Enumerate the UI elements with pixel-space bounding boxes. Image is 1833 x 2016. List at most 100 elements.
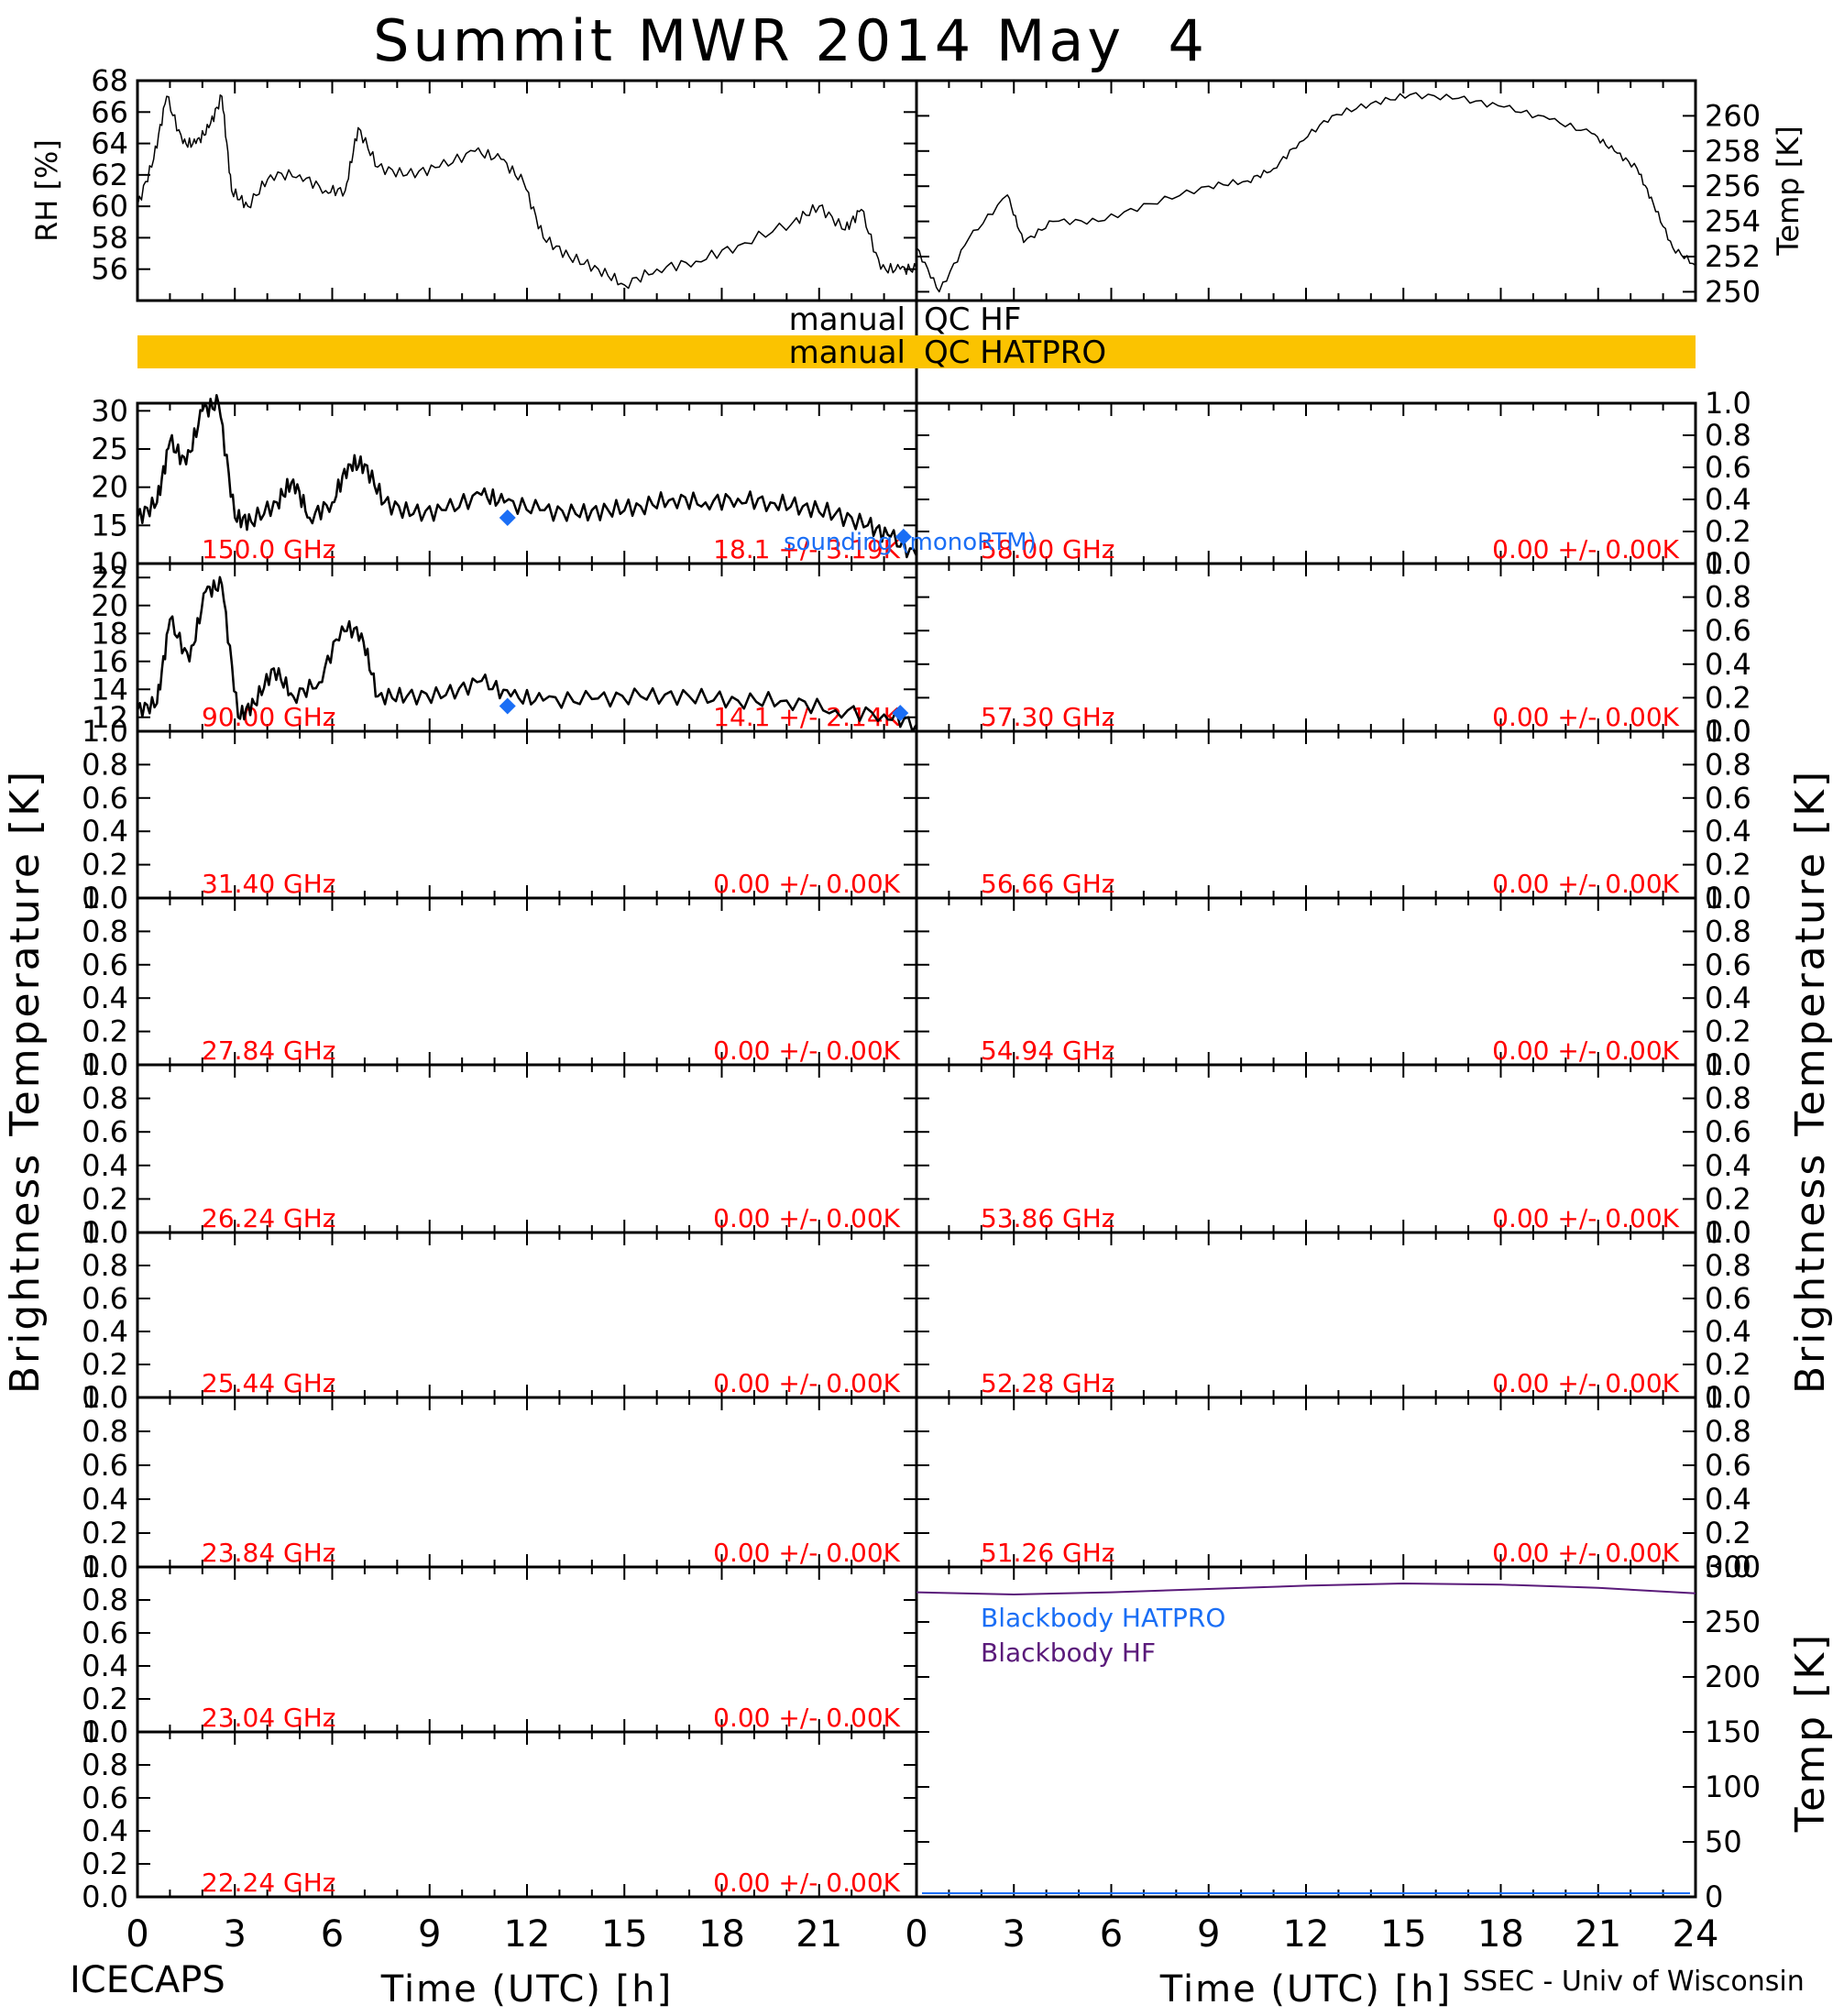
tb-56-stats-label: 0.00 +/- 0.00K [1492, 869, 1679, 899]
tb-27-y-tick-label: 0.8 [82, 914, 128, 948]
tb-150-sounding-point [499, 509, 516, 526]
tb-23-04-y-tick-label: 0.0 [82, 1715, 128, 1749]
footer-right: SSEC - Univ of Wisconsin [1463, 1966, 1805, 1998]
tb-23-84-y-tick-label: 1.0 [82, 1380, 128, 1415]
tb-53-y-tick-label: 0.8 [1705, 1081, 1751, 1116]
tb-26-channel-label: 26.24 GHz [202, 1203, 336, 1233]
tb-58-y-tick-label: 1.0 [1705, 386, 1751, 421]
qc-hf-label-left: manual [789, 301, 906, 338]
tb-57-y-tick-label: 0.0 [1705, 714, 1751, 749]
tb-54-y-tick-label: 0.0 [1705, 1047, 1751, 1082]
tb-23-84-y-tick-label: 0.6 [82, 1448, 128, 1483]
tb-150-series-line [136, 393, 918, 559]
left-x-tick-label: 18 [698, 1913, 745, 1956]
tb-26-y-tick-label: 1.0 [82, 1047, 128, 1082]
blackbody-y-tick-label: 200 [1705, 1660, 1761, 1694]
tb-22-channel-label: 22.24 GHz [202, 1868, 336, 1898]
tb-57-y-tick-label: 0.6 [1705, 613, 1751, 648]
tb-22-y-tick-label: 0.8 [82, 1748, 128, 1782]
tb-56-y-tick-label: 0.4 [1705, 814, 1751, 849]
tb-57-channel-label: 57.30 GHz [981, 702, 1115, 732]
tb-52-channel-label: 52.28 GHz [981, 1368, 1115, 1398]
tb-58-channel-label: 58.00 GHz [981, 534, 1115, 564]
tb-25-y-tick-label: 1.0 [82, 1215, 128, 1250]
tb-26-stats-label: 0.00 +/- 0.00K [713, 1203, 900, 1233]
tb-23-04-channel-label: 23.04 GHz [202, 1703, 336, 1733]
qc-hf-label-right: QC HF [924, 301, 1021, 338]
tb-150-y-tick-label: 10 [91, 546, 128, 581]
tb-31-y-tick-label: 0.8 [82, 747, 128, 782]
tb-90-series-line [136, 575, 918, 733]
right-x-tick-label: 15 [1380, 1913, 1427, 1956]
tb-31-stats-label: 0.00 +/- 0.00K [713, 869, 900, 899]
tb-25-y-tick-label: 0.6 [82, 1281, 128, 1316]
tb-54-y-tick-label: 1.0 [1705, 881, 1751, 915]
page-title: Summit MWR 2014 May 4 [373, 7, 1208, 74]
tb-51-stats-label: 0.00 +/- 0.00K [1492, 1538, 1679, 1568]
tb-53-channel-label: 53.86 GHz [981, 1203, 1115, 1233]
qc-hatpro-label-left: manual [789, 334, 906, 371]
tb-54-y-tick-label: 0.8 [1705, 914, 1751, 948]
tb-26-y-tick-label: 0.6 [82, 1114, 128, 1149]
tb-58-y-tick-label: 0.4 [1705, 482, 1751, 517]
tb-31-y-tick-label: 0.0 [82, 881, 128, 915]
tb-31-y-tick-label: 0.2 [82, 848, 128, 882]
rh-y-tick-label: 68 [91, 63, 128, 98]
tb-53-y-tick-label: 0.4 [1705, 1148, 1751, 1183]
temp-y-tick-label: 256 [1705, 169, 1761, 203]
tb-51-y-tick-label: 0.0 [1705, 1550, 1751, 1584]
tb-27-y-tick-label: 0.4 [82, 981, 128, 1015]
tb-57-y-tick-label: 0.8 [1705, 580, 1751, 615]
tb-23-84-y-tick-label: 0.2 [82, 1516, 128, 1550]
tb-23-04-y-tick-label: 0.8 [82, 1583, 128, 1617]
temp-y-tick-label: 252 [1705, 239, 1761, 274]
temp-series-line [916, 92, 1696, 293]
tb-23-84-y-tick-label: 0.0 [82, 1550, 128, 1584]
qc-hatpro-bar [137, 335, 1696, 368]
tb-53-y-tick-label: 1.0 [1705, 1047, 1751, 1082]
right-x-tick-label: 12 [1283, 1913, 1330, 1956]
tb-22-y-tick-label: 0.4 [82, 1813, 128, 1848]
blackbody-y-tick-label: 300 [1705, 1550, 1761, 1584]
blackbody-series-line [916, 1583, 1696, 1595]
tb-51-y-tick-label: 0.8 [1705, 1414, 1751, 1449]
left-x-axis-label: Time (UTC) [h] [380, 1968, 673, 2011]
tb-26-y-tick-label: 0.4 [82, 1148, 128, 1183]
rh-y-tick-label: 58 [91, 220, 128, 255]
tb-27-channel-label: 27.84 GHz [202, 1035, 336, 1066]
tb-26-y-tick-label: 0.0 [82, 1215, 128, 1250]
right-x-tick-label: 24 [1673, 1913, 1719, 1956]
tb-90-y-tick-label: 20 [91, 588, 128, 623]
tb-23-04-y-tick-label: 0.6 [82, 1616, 128, 1650]
tb-58-y-tick-label: 0.0 [1705, 546, 1751, 581]
sounding-legend: sounding (monoRTM) [784, 529, 1037, 556]
tb-27-y-tick-label: 0.6 [82, 948, 128, 982]
tb-23-04-stats-label: 0.00 +/- 0.00K [713, 1703, 900, 1733]
tb-22-y-tick-label: 1.0 [82, 1715, 128, 1749]
tb-51-y-tick-label: 0.2 [1705, 1516, 1751, 1550]
tb-54-channel-label: 54.94 GHz [981, 1035, 1115, 1066]
tb-31-y-tick-label: 1.0 [82, 714, 128, 749]
tb-150-y-tick-label: 25 [91, 432, 128, 466]
tb-23-04-y-tick-label: 0.4 [82, 1649, 128, 1683]
tb-90-y-tick-label: 12 [91, 700, 128, 735]
tb-23-84-stats-label: 0.00 +/- 0.00K [713, 1538, 900, 1568]
left-x-tick-label: 12 [504, 1913, 551, 1956]
temp-y-tick-label: 258 [1705, 134, 1761, 169]
tb-23-04-y-tick-label: 0.2 [82, 1682, 128, 1716]
right-x-axis-label: Time (UTC) [h] [1159, 1968, 1452, 2011]
tb-53-y-tick-label: 0.6 [1705, 1114, 1751, 1149]
temp-y-tick-label: 250 [1705, 274, 1761, 309]
tb-56-y-tick-label: 0.8 [1705, 747, 1751, 782]
tb-150-sounding-point [895, 528, 912, 545]
tb-31-y-tick-label: 0.6 [82, 781, 128, 816]
tb-56-y-tick-label: 0.0 [1705, 881, 1751, 915]
tb-90-y-tick-label: 18 [91, 616, 128, 651]
left-x-tick-label: 15 [601, 1913, 648, 1956]
temp-frame [915, 79, 1697, 302]
tb-25-y-tick-label: 0.8 [82, 1248, 128, 1283]
tb-54-y-tick-label: 0.2 [1705, 1014, 1751, 1049]
right-x-tick-label: 6 [1100, 1913, 1123, 1956]
blackbody-y-tick-label: 150 [1705, 1715, 1761, 1749]
